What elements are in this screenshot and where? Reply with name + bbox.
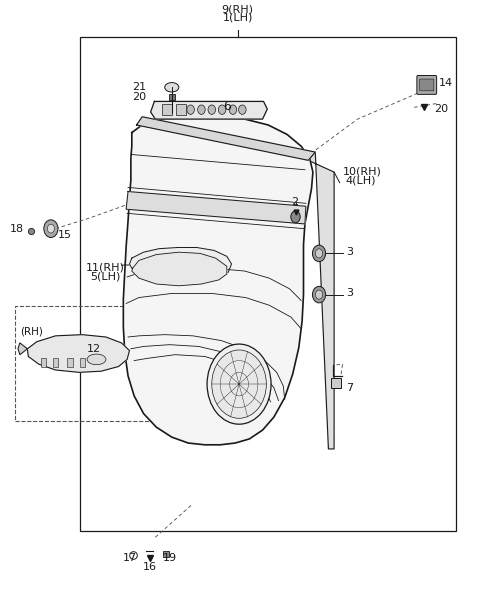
Circle shape [312,286,325,303]
Text: 20: 20 [434,104,448,114]
Text: (RH): (RH) [20,326,43,336]
Polygon shape [308,152,334,449]
Bar [53,358,59,367]
Bar [80,37,456,531]
Text: 19: 19 [163,554,178,564]
Circle shape [44,220,58,237]
Polygon shape [123,117,313,445]
Bar [177,105,186,115]
Bar [162,105,172,115]
Ellipse shape [165,82,179,92]
Text: 14: 14 [439,78,453,88]
Circle shape [207,344,271,424]
Text: 15: 15 [58,230,72,240]
Polygon shape [27,335,130,373]
FancyBboxPatch shape [417,76,437,94]
Ellipse shape [87,354,106,365]
Text: 20: 20 [132,93,146,102]
Text: 3: 3 [346,247,353,257]
Text: 9(RH): 9(RH) [222,5,253,15]
Circle shape [239,105,246,114]
Bar [67,358,72,367]
Circle shape [208,105,216,114]
Text: 2: 2 [291,198,298,207]
Text: 3: 3 [346,288,353,299]
Text: 6: 6 [223,100,231,113]
Text: 4(LH): 4(LH) [346,175,376,186]
Polygon shape [18,343,27,355]
Circle shape [315,249,323,258]
Polygon shape [136,117,315,160]
Circle shape [48,224,54,233]
Circle shape [187,105,194,114]
Bar [15,307,158,421]
Text: 16: 16 [143,562,156,572]
FancyBboxPatch shape [420,79,434,91]
Text: 12: 12 [87,344,101,354]
Text: 21: 21 [132,82,146,93]
Text: 5(LH): 5(LH) [90,272,121,282]
Polygon shape [126,192,306,224]
Polygon shape [151,102,267,119]
Circle shape [312,245,325,261]
Text: 17: 17 [122,554,136,564]
Text: 1(LH): 1(LH) [222,13,253,22]
Bar [80,358,85,367]
Text: 10(RH): 10(RH) [343,167,382,177]
Text: 18: 18 [10,224,24,234]
Polygon shape [132,252,227,285]
Text: 11(RH): 11(RH) [86,262,125,272]
Text: 7: 7 [346,383,353,392]
Circle shape [229,105,237,114]
Circle shape [315,290,323,299]
Circle shape [291,211,300,223]
Circle shape [198,105,205,114]
Circle shape [218,105,226,114]
Circle shape [212,350,266,418]
Polygon shape [130,248,231,283]
Bar [40,358,46,367]
Bar [331,377,341,388]
